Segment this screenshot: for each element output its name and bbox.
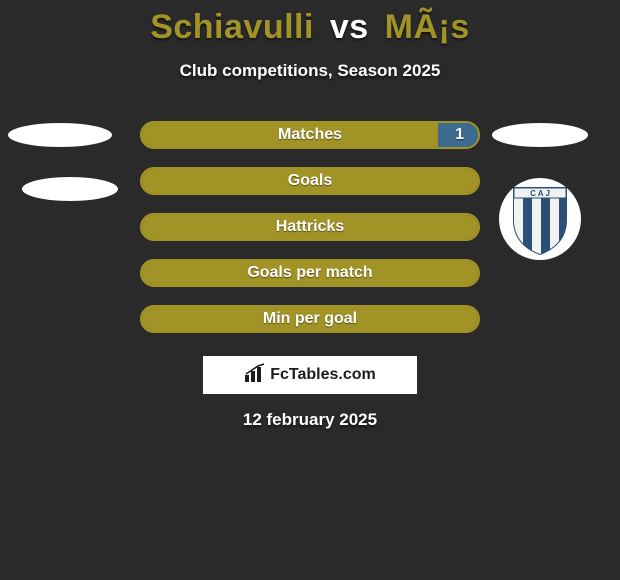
title-player1: Schiavulli — [150, 8, 314, 46]
svg-text:C A J: C A J — [530, 189, 550, 198]
stat-bar: Hattricks — [140, 213, 480, 241]
player-marker-right — [492, 123, 588, 147]
chart-bars-icon — [244, 363, 266, 388]
stat-bar: Min per goal — [140, 305, 480, 333]
stat-bar: Goals — [140, 167, 480, 195]
stat-bar-label: Min per goal — [142, 307, 478, 331]
stat-bar: Goals per match — [140, 259, 480, 287]
content-root: Schiavulli vs MÃ¡s Club competitions, Se… — [0, 0, 620, 580]
stats-area: Matches1 Goals Hattricks Goals per match Min… — [0, 121, 620, 361]
watermark-text: FcTables.com — [270, 366, 376, 384]
stat-bar-label: Goals per match — [142, 261, 478, 285]
watermark: FcTables.com — [203, 356, 417, 394]
player-marker-left — [8, 123, 112, 147]
page-title: Schiavulli vs MÃ¡s — [0, 0, 620, 47]
stat-bar-label: Matches — [142, 123, 478, 147]
player-marker-left — [22, 177, 118, 201]
subtitle: Club competitions, Season 2025 — [0, 61, 620, 81]
stat-bar: Matches1 — [140, 121, 480, 149]
stat-bar-label: Hattricks — [142, 215, 478, 239]
title-player2: MÃ¡s — [385, 8, 470, 46]
title-vs: vs — [330, 8, 369, 46]
date-text: 12 february 2025 — [0, 410, 620, 430]
stat-bar-label: Goals — [142, 169, 478, 193]
club-logo: C A J — [499, 178, 581, 260]
stat-bar-right-value: 1 — [455, 123, 464, 147]
shield-icon: C A J — [499, 178, 581, 260]
